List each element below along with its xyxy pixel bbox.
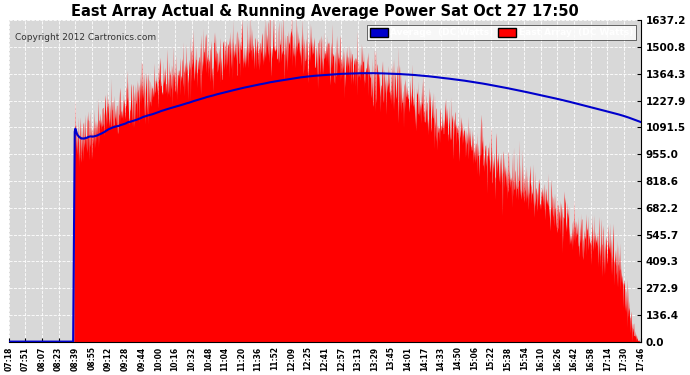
Text: Copyright 2012 Cartronics.com: Copyright 2012 Cartronics.com <box>15 33 156 42</box>
Title: East Array Actual & Running Average Power Sat Oct 27 17:50: East Array Actual & Running Average Powe… <box>71 4 578 19</box>
Legend: Average  (DC Watts), East Array  (DC Watts): Average (DC Watts), East Array (DC Watts… <box>367 25 636 40</box>
